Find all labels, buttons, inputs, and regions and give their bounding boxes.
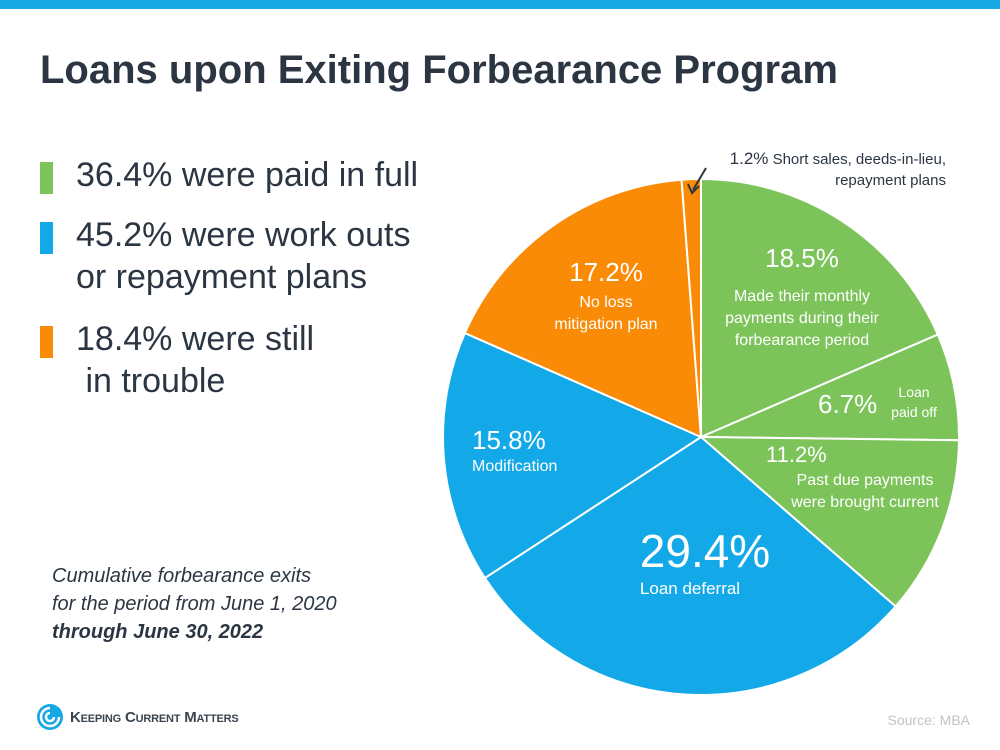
note-line: through June 30, 2022 [52, 621, 264, 643]
annotation-short-sales: 1.2% Short sales, deeds-in-lieu, repayme… [729, 149, 946, 189]
source-note: Source: MBA [887, 712, 970, 728]
pie-slice-2 [698, 435, 960, 608]
label-loan-paid-off-pct: 6.7% [818, 389, 878, 419]
top-accent-bar [0, 0, 1000, 9]
label-modification: 15.8% Modification [472, 425, 558, 475]
legend-swatch [40, 326, 53, 358]
brand-logo: Keeping Current Matters [36, 703, 239, 731]
label-loan-deferral: 29.4% Loan deferral [639, 525, 771, 598]
note-line: Cumulative forbearance exits [52, 565, 312, 587]
pie-slice-0 [700, 177, 940, 439]
legend-swatch [40, 162, 53, 194]
legend-paid-in-full: 36.4% were paid in full [40, 154, 418, 196]
note-line: for the period from June 1, 2020 [52, 593, 337, 615]
pie-slice-1 [700, 333, 960, 442]
chart-title: Loans upon Exiting Forbearance Program [40, 48, 838, 92]
pie-slice-5 [463, 178, 703, 439]
swirl-logo-icon [37, 704, 63, 730]
label-no-loss-mitigation: 17.2% No loss mitigation plan [554, 257, 658, 333]
label-loan-paid-off: Loan paid off [891, 384, 937, 420]
label-past-due: 11.2% Past due payments were brought cur… [766, 442, 939, 512]
label-monthly-payments: 18.5% Made their monthly payments during… [725, 243, 879, 349]
period-note: Cumulative forbearance exits for the per… [52, 562, 337, 646]
annotation-arrow [687, 167, 707, 195]
pie-slice-6 [680, 177, 702, 438]
pie-slice-4 [442, 331, 704, 580]
legend-work-outs: 45.2% were work outs or repayment plans [40, 214, 411, 298]
legend-swatch [40, 222, 53, 254]
legend-still-in-trouble: 18.4% were still in trouble [40, 318, 314, 402]
pie-slice-3 [483, 435, 898, 696]
